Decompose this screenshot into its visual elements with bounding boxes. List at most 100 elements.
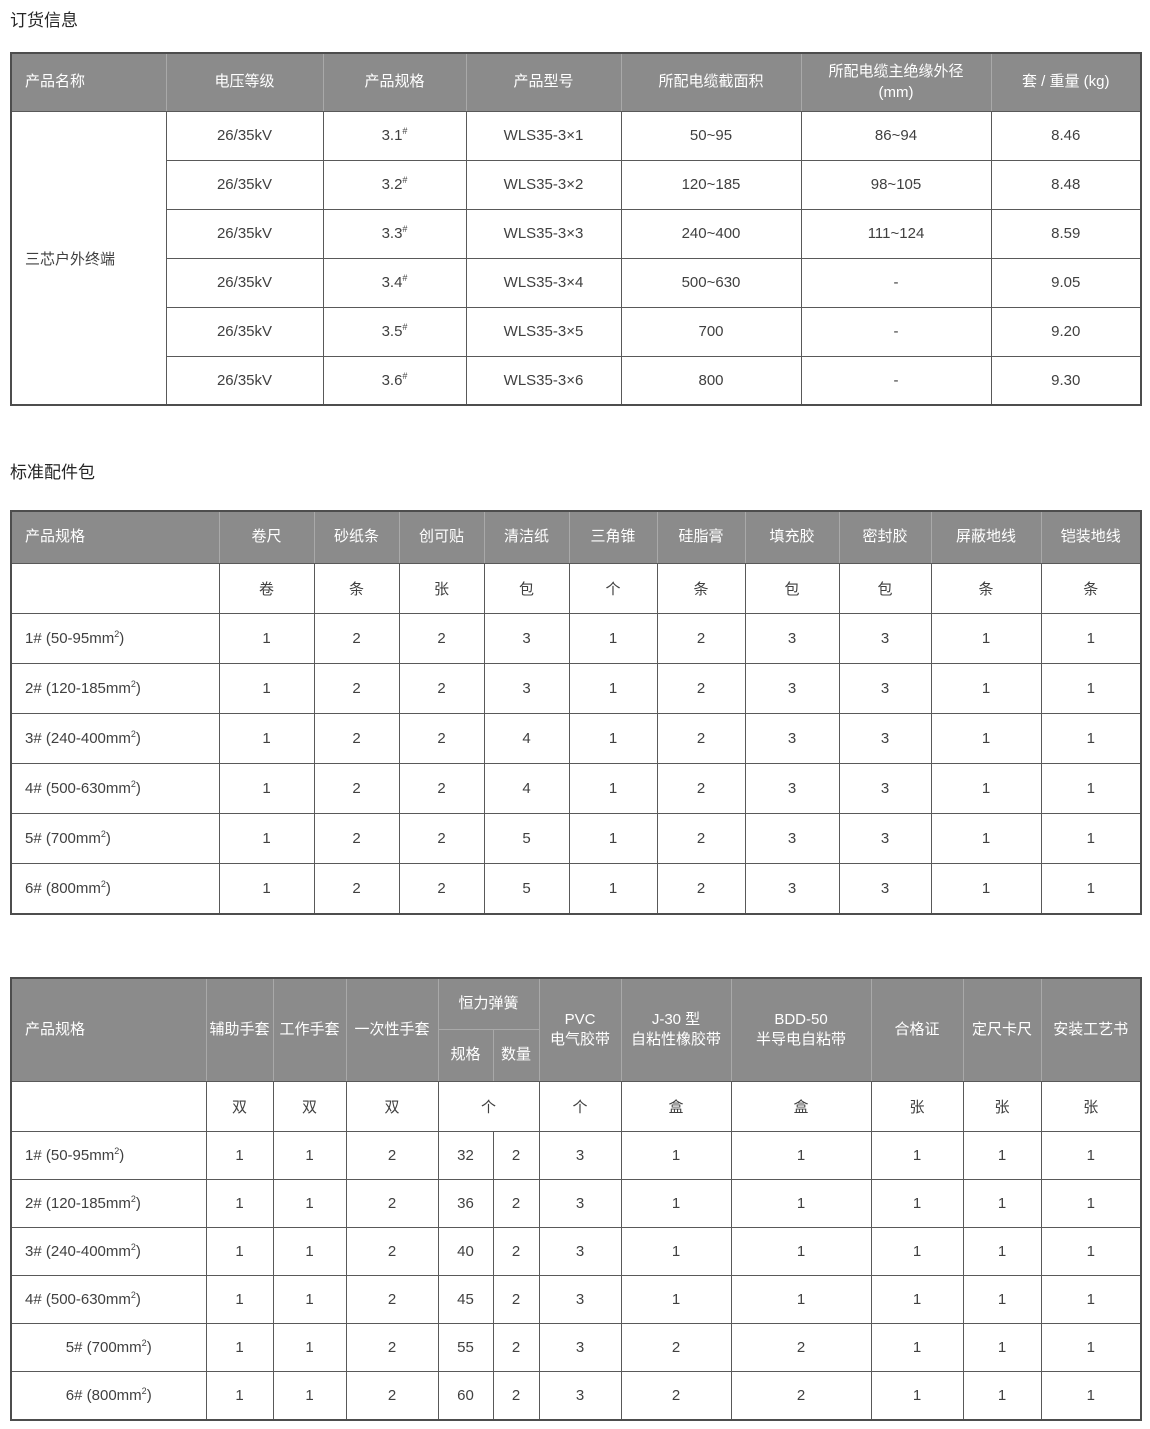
row-label: 2# (120-185mm2) [10, 1179, 207, 1228]
table-cell: 盒 [730, 1081, 872, 1132]
table-cell: 1 [870, 1131, 964, 1180]
table-cell: 2 [398, 663, 485, 714]
table-row: 6# (800mm2) 1 2 2 5 1 2 3 3 1 1 [10, 863, 1142, 914]
table-cell: 1 [218, 863, 315, 914]
table-cell: 1 [568, 663, 658, 714]
table-cell: 2 [730, 1323, 872, 1372]
header-filler-mastic: 填充胶 [744, 510, 840, 564]
table-row: 26/35kV 3.2# WLS35-3×2 120~185 98~105 8.48 [11, 159, 1142, 210]
row-label: 1# (50-95mm2) [10, 1131, 207, 1180]
table-cell: 1 [930, 813, 1042, 864]
row-label: 4# (500-630mm2) [10, 1275, 207, 1324]
table-cell: 3 [483, 613, 570, 664]
header-constant-force-spring: 恒力弹簧 [437, 977, 540, 1030]
table-cell: 1 [272, 1131, 347, 1180]
table-cell: 张 [1040, 1081, 1142, 1132]
header-sizing-caliper: 定尺卡尺 [962, 977, 1042, 1082]
table-cell: 2 [398, 863, 485, 914]
table-cell: 1 [962, 1179, 1042, 1228]
header-sandpaper-strip: 砂纸条 [313, 510, 400, 564]
table-cell: 个 [568, 563, 658, 614]
table-cell: 3 [538, 1371, 622, 1420]
table-cell: 1 [1040, 1131, 1142, 1180]
table-cell: - [800, 306, 992, 357]
table-cell: 2 [313, 863, 400, 914]
table-cell: 1 [1040, 813, 1142, 864]
table-cell: 2 [620, 1371, 732, 1420]
table-cell: 1 [272, 1323, 347, 1372]
row-label: 三芯户外终端 [10, 110, 167, 406]
table-cell: 1 [205, 1323, 274, 1372]
table-cell: 1 [205, 1227, 274, 1276]
table-cell: 3 [538, 1179, 622, 1228]
accessory-pack-title: 标准配件包 [10, 463, 95, 483]
header-disposable-gloves: 一次性手套 [345, 977, 439, 1082]
table-cell: 1 [568, 713, 658, 764]
row-label: 5# (700mm2) [10, 1323, 207, 1372]
table-row: 5# (700mm2) 1 2 2 5 1 2 3 3 1 1 [10, 813, 1142, 864]
table-row: 4# (500-630mm2) 1 1 2 45 2 3 1 1 1 1 1 [10, 1275, 1142, 1324]
row-label: 4# (500-630mm2) [10, 763, 220, 814]
table-cell: 卷 [218, 563, 315, 614]
table-cell: 1 [1040, 663, 1142, 714]
table-cell: 2 [345, 1275, 439, 1324]
table-cell: 1 [870, 1179, 964, 1228]
table-cell: 1 [568, 613, 658, 664]
row-label: 6# (800mm2) [10, 1371, 207, 1420]
header-product-spec: 产品规格 [10, 977, 207, 1082]
table-cell: 2 [492, 1323, 540, 1372]
table-cell: WLS35-3×2 [465, 159, 622, 210]
table-cell: 3 [538, 1275, 622, 1324]
table-cell: 36 [437, 1179, 494, 1228]
table-cell: 个 [538, 1081, 622, 1132]
table-cell: 1 [1040, 613, 1142, 664]
table-cell: 张 [870, 1081, 964, 1132]
table-cell: 3 [838, 863, 932, 914]
table-row: 三芯户外终端 26/35kV 3.1# WLS35-3×1 50~95 86~94 8.46 [10, 110, 1142, 406]
table-cell: 5 [483, 813, 570, 864]
row-label: 5# (700mm2) [10, 813, 220, 864]
table-cell: 3 [538, 1227, 622, 1276]
table-cell: 张 [962, 1081, 1042, 1132]
table-cell: 26/35kV [165, 257, 324, 308]
table-cell: 2 [398, 813, 485, 864]
table-cell: 个 [437, 1081, 540, 1132]
table-cell: 3 [744, 863, 840, 914]
table-cell: 3 [744, 663, 840, 714]
table-cell: 1 [1040, 713, 1142, 764]
table-cell: 3 [538, 1131, 622, 1180]
table-cell: 1 [205, 1371, 274, 1420]
table-cell: 2 [398, 613, 485, 664]
table-cell: 9.20 [990, 306, 1142, 357]
table-row: 4# (500-630mm2) 1 2 2 4 1 2 3 3 1 1 [10, 763, 1142, 814]
table-cell: 1 [568, 763, 658, 814]
table-cell: 双 [345, 1081, 439, 1132]
header-armor-ground-wire: 铠装地线 [1040, 510, 1142, 564]
table-cell: 26/35kV [165, 306, 324, 357]
unit-row: 双双双个个盒盒张张张 [10, 1081, 1142, 1132]
header-product-spec: 产品规格 [10, 510, 220, 564]
table-cell: 3 [838, 613, 932, 664]
table-cell: 1 [568, 863, 658, 914]
table-cell: 2 [492, 1275, 540, 1324]
table-cell: 条 [930, 563, 1042, 614]
table-cell: 包 [483, 563, 570, 614]
table-cell: 条 [656, 563, 746, 614]
table-cell: 32 [437, 1131, 494, 1180]
table-cell: 3.6# [322, 355, 467, 406]
header-spring-spec: 规格 [437, 1029, 494, 1082]
table-cell: 1 [962, 1227, 1042, 1276]
table-cell: WLS35-3×5 [465, 306, 622, 357]
table-cell: 240~400 [620, 208, 802, 259]
table-cell: 1 [870, 1275, 964, 1324]
table-cell: 1 [1040, 1323, 1142, 1372]
table-cell: 1 [930, 663, 1042, 714]
header-insulation-od: 所配电缆主绝缘外径 (mm) [800, 52, 992, 112]
header-tape-measure: 卷尺 [218, 510, 315, 564]
table-row: 26/35kV 3.3# WLS35-3×3 240~400 111~124 8.59 [11, 208, 1142, 259]
table-cell: 1 [930, 863, 1042, 914]
table-cell: 2 [313, 613, 400, 664]
table-cell: 2 [656, 813, 746, 864]
table-cell: 张 [398, 563, 485, 614]
table-cell: 2 [656, 863, 746, 914]
